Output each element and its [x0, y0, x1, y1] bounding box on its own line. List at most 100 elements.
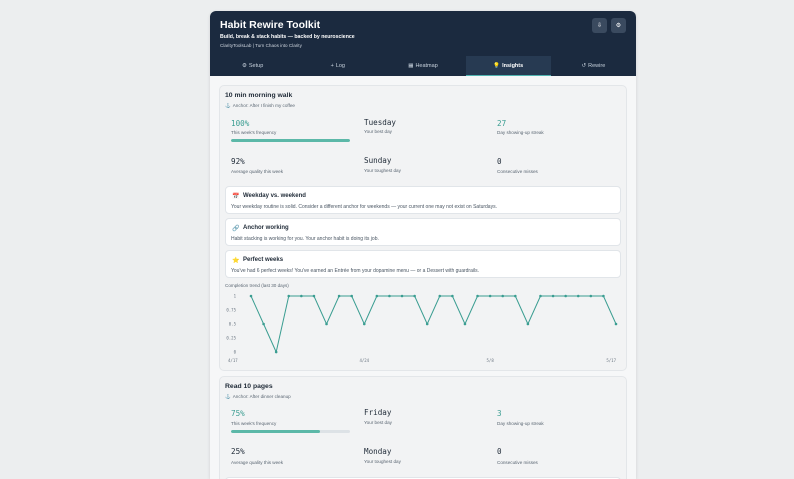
insight-text: You've had 6 perfect weeks! You've earne…: [231, 268, 479, 274]
trend-point: [262, 322, 265, 326]
best-day-value: Tuesday: [364, 118, 397, 127]
trend-point: [388, 294, 391, 298]
trend-point: [514, 294, 517, 298]
app-credit: ClarityToolsLab | Turn Chaos into Clarit…: [220, 43, 302, 48]
trend-point: [602, 294, 605, 298]
frequency-value: 75%: [231, 409, 245, 418]
habit-card: Read 10 pages ⚓ Anchor: After dinner clea…: [219, 376, 627, 479]
frequency-bar: [231, 430, 350, 433]
habit-anchor: ⚓ Anchor: After dinner cleanup: [225, 394, 291, 400]
insight-text: Your weekday routine is solid. Consider …: [231, 204, 497, 210]
anchor-icon: ⚓: [225, 394, 231, 399]
trend-point: [300, 294, 303, 298]
app-subtitle: Build, break & stack habits — backed by …: [220, 34, 355, 40]
download-icon: ⇩: [596, 23, 603, 29]
tough-day-label: Your toughest day: [364, 168, 401, 173]
star-icon: ⭐: [232, 258, 240, 264]
insight-text: Habit stacking is working for you. Your …: [231, 236, 379, 242]
tab-label: Insights: [502, 62, 524, 69]
habit-anchor-text: Anchor: After I finish my coffee: [232, 103, 295, 108]
y-tick-label: 0: [234, 350, 237, 355]
insight-card: ⭐ Perfect weeks You've had 6 perfect wee…: [225, 250, 621, 278]
trend-point: [614, 322, 618, 326]
lightbulb-icon: 💡: [493, 62, 501, 69]
trend-point: [375, 294, 379, 298]
trend-point: [438, 294, 442, 298]
calendar-icon: 📅: [232, 194, 240, 200]
tough-day-value: Sunday: [364, 156, 392, 165]
y-tick-label: 0.25: [226, 336, 236, 341]
tab-label: Rewire: [588, 63, 606, 69]
tab-insights[interactable]: 💡 Insights: [465, 56, 551, 76]
frequency-label: This week's frequency: [231, 421, 277, 426]
chart-title: Completion trend (last 30 days): [225, 283, 289, 288]
download-button[interactable]: ⇩: [592, 18, 607, 33]
tab-rewire[interactable]: ↺ Rewire: [551, 56, 636, 76]
habit-anchor: ⚓ Anchor: After I finish my coffee: [225, 103, 295, 109]
trend-point: [337, 294, 341, 298]
streak-value: 3: [497, 409, 502, 418]
tab-bar: ⚙ Setup + Log ▦ Heatmap 💡 Insights ↺ Rew…: [210, 56, 636, 76]
tab-label: Heatmap: [415, 63, 438, 69]
trend-point: [451, 294, 454, 298]
quality-label: Average quality this week: [231, 460, 284, 465]
misses-label: Consecutive misses: [497, 169, 538, 174]
frequency-bar-fill: [231, 430, 321, 433]
misses-label: Consecutive misses: [497, 460, 538, 465]
tab-setup[interactable]: ⚙ Setup: [210, 56, 295, 76]
trend-point: [400, 294, 404, 298]
insight-title: Perfect weeks: [243, 257, 284, 263]
tab-label: Setup: [248, 63, 264, 69]
tab-log[interactable]: + Log: [295, 56, 380, 76]
habit-anchor-text: Anchor: After dinner cleanup: [232, 394, 291, 399]
quality-label: Average quality this week: [231, 169, 284, 174]
streak-label: Day showing-up streak: [497, 130, 544, 135]
tab-heatmap[interactable]: ▦ Heatmap: [380, 56, 465, 76]
trend-point: [287, 294, 291, 298]
habit-card: 10 min morning walk ⚓ Anchor: After I fin…: [219, 85, 627, 371]
trend-point: [576, 294, 580, 298]
x-tick-label: 5/8: [487, 358, 495, 363]
trend-point: [274, 350, 278, 354]
best-day-value: Friday: [364, 408, 392, 417]
quality-value: 25%: [231, 447, 245, 456]
anchor-icon: ⚓: [225, 103, 231, 108]
trend-point: [501, 294, 505, 298]
insight-title: Anchor working: [243, 225, 289, 231]
trend-point: [463, 322, 467, 326]
tough-day-label: Your toughest day: [364, 459, 401, 464]
insights-panel: 10 min morning walk ⚓ Anchor: After I fin…: [210, 76, 636, 479]
y-tick-label: 0.75: [226, 308, 236, 313]
trend-point: [425, 322, 429, 326]
trend-point: [551, 294, 555, 298]
grid-icon: ▦: [408, 63, 414, 69]
habit-name: 10 min morning walk: [225, 92, 293, 99]
trend-point: [312, 294, 316, 298]
streak-value: 27: [497, 119, 507, 128]
app-window: Habit Rewire Toolkit Build, break & stac…: [210, 11, 636, 479]
x-tick-label: 5/17: [606, 358, 616, 363]
best-day-label: Your best day: [364, 129, 392, 134]
trend-point: [325, 322, 328, 326]
app-header: Habit Rewire Toolkit Build, break & stac…: [210, 11, 636, 76]
settings-button[interactable]: ⚙: [611, 18, 626, 33]
habit-name: Read 10 pages: [225, 383, 273, 390]
insight-card: 🔗 Anchor working Habit stacking is worki…: [225, 218, 621, 246]
completion-trend-chart: 1 0.75 0.5 0.25 0 4/17 4/24 5/8 5/17: [226, 294, 618, 363]
app-title: Habit Rewire Toolkit: [220, 19, 321, 31]
y-tick-label: 1: [234, 294, 237, 299]
refresh-icon: ↺: [581, 63, 587, 69]
link-icon: 🔗: [232, 226, 240, 232]
x-tick-label: 4/17: [228, 358, 238, 363]
y-tick-label: 0.5: [229, 322, 237, 327]
frequency-label: This week's frequency: [231, 130, 277, 135]
trend-point: [476, 294, 479, 298]
quality-value: 92%: [231, 157, 245, 166]
insight-title: Weekday vs. weekend: [243, 193, 306, 199]
plus-icon: +: [330, 63, 334, 69]
streak-label: Day showing-up streak: [497, 421, 544, 426]
trend-point: [488, 294, 492, 298]
tough-day-value: Monday: [364, 447, 392, 456]
insight-card: 📅 Weekday vs. weekend Your weekday routi…: [225, 186, 621, 214]
trend-point: [249, 294, 253, 298]
